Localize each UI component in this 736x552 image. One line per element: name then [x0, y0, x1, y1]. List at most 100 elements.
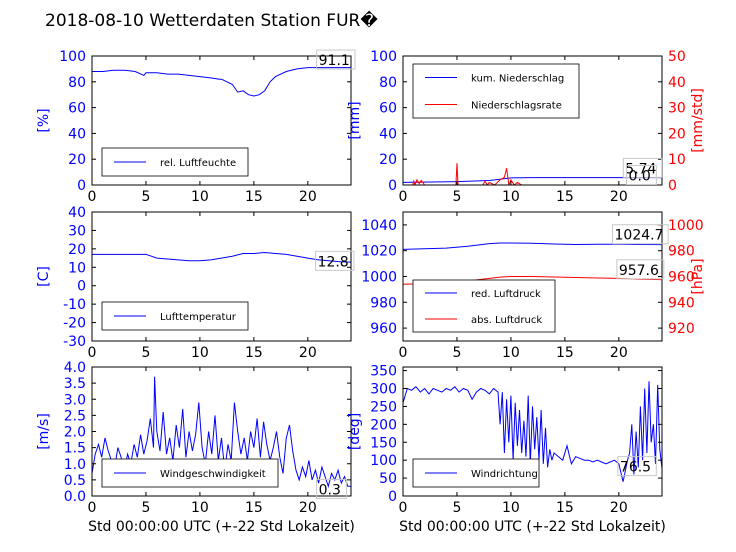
value-label-box [622, 157, 663, 178]
y-tick-label: 50 [379, 471, 397, 487]
legend: Lufttemperatur [101, 301, 249, 331]
y2-axis-label: [mm/std] [690, 88, 706, 153]
y-tick-label: 3.5 [64, 376, 86, 392]
series-line-rel-luftfeuchte [92, 67, 351, 97]
value-label-box [626, 164, 657, 185]
x-tick-label: 15 [556, 189, 574, 205]
x-axis-label: Std 00:00:00 UTC (+-22 Std Lokalzeit) [399, 519, 666, 535]
legend: red. Luftdruck abs. Luftdruck [412, 279, 556, 333]
value-label: 957.6 [619, 263, 659, 279]
legend-box [412, 63, 580, 119]
value-label: 91.1 [319, 53, 350, 69]
legend: rel. Luftfeuchte [101, 147, 249, 177]
y-tick-label: 10 [68, 260, 86, 276]
y-tick-label: 0 [388, 178, 397, 194]
x-tick-label: 15 [245, 189, 263, 205]
legend: Windrichtung [412, 458, 540, 488]
legend-label: kum. Niederschlag [471, 74, 564, 85]
y-tick-label: -20 [63, 316, 86, 332]
y-tick-label: 100 [370, 49, 397, 65]
legend-label: Lufttemperatur [160, 312, 237, 323]
value-label: 1024.7 [615, 228, 664, 244]
x-axis-label: Std 00:00:00 UTC (+-22 Std Lokalzeit) [88, 519, 355, 535]
y-tick-label: 30 [68, 223, 86, 239]
y-tick-label: -10 [63, 297, 86, 313]
value-label-box [316, 49, 356, 70]
y-tick-label: 0 [77, 178, 86, 194]
x-tick-label: 5 [452, 345, 461, 361]
y2-tick-label: 1000 [668, 218, 704, 234]
x-tick-label: 15 [245, 500, 263, 516]
legend-label: Windgeschwindigkeit [160, 469, 266, 480]
y2-tick-label: 940 [668, 295, 695, 311]
series-line-kum-niederschlag [403, 177, 662, 183]
y-tick-label: 2.5 [64, 408, 86, 424]
y-axis-label: [C] [36, 266, 52, 287]
y-tick-label: 1.5 [64, 441, 86, 457]
y-tick-label: 20 [379, 152, 397, 168]
y-tick-label: 20 [68, 152, 86, 168]
y2-tick-label: 10 [668, 152, 686, 168]
y2-tick-label: 50 [668, 49, 686, 65]
x-tick-label: 15 [556, 500, 574, 516]
x-tick-label: 5 [141, 500, 150, 516]
y-axis-label: [deg] [347, 413, 363, 450]
y-tick-label: 40 [68, 126, 86, 142]
x-tick-label: 20 [610, 345, 628, 361]
plot-frame [91, 55, 352, 186]
x-tick-label: 10 [191, 500, 209, 516]
series-line-lufttemperatur [92, 251, 351, 263]
value-label-box [617, 456, 657, 477]
x-tick-label: 0 [88, 500, 97, 516]
page-title: 2018-08-10 Wetterdaten Station FUR� [45, 10, 378, 31]
value-label: 76.5 [620, 460, 651, 476]
x-tick-label: 20 [299, 189, 317, 205]
y-tick-label: 1.0 [64, 457, 86, 473]
x-tick-label: 10 [502, 500, 520, 516]
y2-axis-label: [hPa] [690, 258, 706, 294]
value-label-box [612, 224, 669, 245]
chart-panel-pressure: 0 5 10 15 2096098010001020104092094096098010… [361, 211, 706, 361]
y-tick-label: 4.0 [64, 360, 86, 376]
legend-label: Niederschlagsrate [471, 101, 562, 112]
x-tick-label: 10 [502, 189, 520, 205]
value-label: 0.0 [629, 168, 651, 184]
value-label-box [316, 478, 347, 499]
x-tick-label: 10 [502, 345, 520, 361]
chart-panel-humidity: 0 5 10 15 20 0 20 40 60 80 100 [%] rel. Luftfeuchte 9… [36, 49, 356, 205]
x-tick-label: 0 [88, 189, 97, 205]
legend-label: red. Luftdruck [471, 289, 541, 300]
y-tick-label: 250 [370, 399, 397, 415]
value-label-box [315, 250, 355, 271]
legend: Windgeschwindigkeit [101, 458, 279, 488]
legend-label: Windrichtung [471, 469, 538, 480]
y-tick-label: 0 [388, 489, 397, 505]
y2-tick-label: 920 [668, 321, 695, 337]
y-tick-label: 350 [370, 364, 397, 380]
y-tick-label: 20 [68, 242, 86, 258]
y-tick-label: 0.5 [64, 473, 86, 489]
x-tick-label: 0 [88, 345, 97, 361]
y2-tick-label: 960 [668, 270, 695, 286]
y-tick-label: 1020 [361, 244, 397, 260]
x-tick-label: 20 [610, 189, 628, 205]
y-tick-label: 100 [59, 49, 86, 65]
legend-box [412, 279, 556, 333]
series-line-windgeschwindigkeit [92, 376, 351, 489]
x-tick-label: 5 [141, 345, 150, 361]
y-tick-label: 40 [379, 126, 397, 142]
plot-frame [402, 55, 663, 186]
series-line-windrichtung [403, 381, 662, 482]
y-axis-label: [mm] [347, 101, 363, 139]
y-tick-label: 0 [77, 279, 86, 295]
y-tick-label: 60 [379, 101, 397, 117]
chart-panel-precip: 0 5 10 15 20 0 20 40 60 80 100 0 10 20 30 40 50 [mm] [mm/s… [347, 49, 706, 205]
y-tick-label: 80 [68, 75, 86, 91]
x-tick-label: 5 [452, 500, 461, 516]
chart-panel-wind_speed: 0 5 10 15 20 0.00.51.01.52.02.53.03.54.0 [m/s]… [36, 360, 355, 535]
y-tick-label: -30 [63, 334, 86, 350]
y2-tick-label: 0 [668, 178, 677, 194]
y-tick-label: 80 [379, 75, 397, 91]
y-tick-label: 200 [370, 417, 397, 433]
legend-label: abs. Luftdruck [471, 315, 542, 326]
